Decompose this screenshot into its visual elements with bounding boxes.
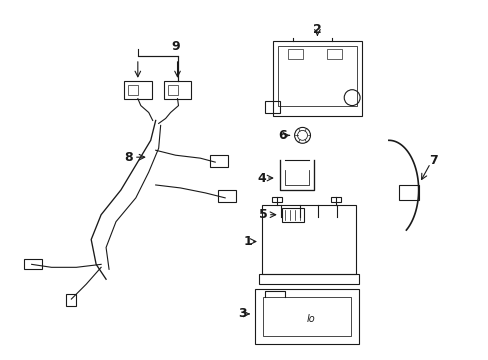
Text: 1: 1 [243,235,252,248]
Bar [254,289,358,344]
Bar [271,197,281,202]
Text: 2: 2 [312,23,321,36]
Text: lo: lo [306,314,315,324]
Bar [281,208,303,222]
Bar [123,81,151,99]
Bar [264,100,279,113]
Bar [326,49,342,59]
Bar [210,155,228,167]
Bar [398,185,418,200]
Bar [263,297,350,336]
Text: 5: 5 [259,208,268,221]
Text: 8: 8 [124,151,133,164]
Bar [262,205,355,274]
Bar [24,260,41,269]
Text: 7: 7 [428,154,437,167]
Text: 6: 6 [278,129,286,142]
Bar [258,274,358,284]
Bar [128,85,138,95]
Text: 3: 3 [237,307,246,320]
Bar [167,85,177,95]
Text: 9: 9 [171,40,180,53]
Bar [272,41,361,116]
Bar [66,294,76,306]
Bar [287,49,302,59]
Bar [163,81,191,99]
Text: 4: 4 [257,171,265,185]
Bar [218,190,236,202]
Bar [277,46,356,105]
Bar [331,197,341,202]
